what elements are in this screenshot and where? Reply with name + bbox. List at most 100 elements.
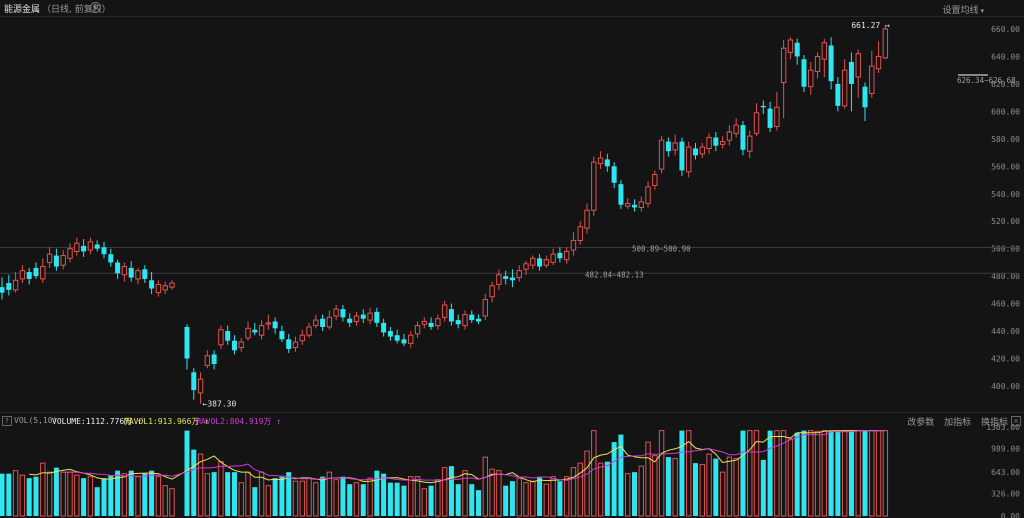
volume-bar-down bbox=[767, 430, 773, 516]
price-axis-label: 600.00 bbox=[991, 107, 1020, 116]
volume-bar-up bbox=[550, 476, 556, 517]
candle-up bbox=[577, 226, 583, 241]
volume-bar-up bbox=[543, 483, 550, 517]
volume-bar-down bbox=[252, 487, 258, 516]
candle-down bbox=[286, 339, 292, 349]
volume-bar-down bbox=[503, 485, 509, 516]
candle-down bbox=[693, 148, 698, 156]
candle-up bbox=[238, 341, 244, 349]
candle-up bbox=[875, 55, 882, 70]
volume-bar-down bbox=[604, 461, 610, 516]
candle-down bbox=[149, 280, 155, 289]
volume-bar-down bbox=[115, 470, 121, 516]
volume-bar-down bbox=[225, 472, 231, 516]
volume-bar-down bbox=[360, 484, 366, 516]
candle-down bbox=[53, 255, 59, 267]
volume-bar-up bbox=[875, 430, 882, 517]
candle-down bbox=[252, 329, 258, 333]
candle-up bbox=[563, 250, 570, 261]
volume-bar-up bbox=[658, 430, 665, 517]
candle-up bbox=[12, 279, 19, 291]
candle-up bbox=[121, 266, 128, 276]
candle-up bbox=[821, 42, 828, 60]
volume-bar-up bbox=[774, 430, 780, 517]
candle-up bbox=[638, 201, 644, 208]
candle-down bbox=[794, 42, 800, 57]
low-price-label: ←387.30 bbox=[203, 399, 237, 408]
volume-bar-down bbox=[320, 476, 326, 516]
help-icon[interactable]: ? bbox=[2, 416, 12, 426]
indicator-tools: 改参数 加指标 换指标 bbox=[900, 415, 1008, 428]
candle-up bbox=[645, 186, 651, 204]
ma-setting-dropdown[interactable]: 设置均线 ▾ bbox=[942, 3, 984, 16]
candle-up bbox=[584, 209, 590, 229]
volume-bar-up bbox=[719, 471, 726, 517]
mavol1-value: MAVOL1:913.966万 ↑ bbox=[124, 417, 210, 426]
volume-bar-up bbox=[747, 430, 753, 517]
volume-bar-down bbox=[693, 463, 698, 516]
volume-axis-label: 326.00 bbox=[991, 490, 1020, 499]
high-price-label: 661.27 → bbox=[851, 21, 890, 30]
volume-axis-label: 1303.00 bbox=[986, 423, 1020, 432]
volume-bar-up bbox=[421, 488, 428, 517]
volume-bar-up bbox=[882, 430, 889, 517]
volume-bar-up bbox=[563, 476, 570, 517]
candle-up bbox=[523, 263, 529, 270]
volume-bar-up bbox=[496, 470, 502, 517]
volume-bar-down bbox=[476, 490, 482, 516]
volume-bar-up bbox=[753, 430, 760, 517]
candle-up bbox=[625, 202, 631, 207]
volume-bar-down bbox=[387, 482, 393, 516]
edit-params-button[interactable]: 改参数 bbox=[907, 418, 935, 428]
candle-up bbox=[787, 39, 794, 53]
candle-down bbox=[469, 314, 475, 321]
volume-bar-up bbox=[197, 453, 204, 517]
volume-bar-up bbox=[489, 468, 495, 517]
volume-bar-down bbox=[713, 458, 719, 516]
volume-bar-down bbox=[279, 476, 285, 516]
switch-indicator-button[interactable]: 换指标 bbox=[980, 418, 1008, 428]
candle-up bbox=[570, 239, 577, 251]
volume-bar-up bbox=[258, 471, 265, 517]
volume-bar-down bbox=[428, 485, 434, 516]
candle-down bbox=[760, 105, 766, 108]
price-axis-label: 540.00 bbox=[991, 190, 1020, 199]
candle-up bbox=[543, 259, 550, 266]
volume-bar-up bbox=[87, 476, 94, 517]
candle-down bbox=[835, 83, 841, 106]
volume-bar-down bbox=[557, 481, 563, 516]
candle-up bbox=[265, 322, 272, 325]
volume-bar-down bbox=[469, 484, 475, 516]
candle-down bbox=[360, 314, 366, 319]
volume-bar-up bbox=[40, 462, 46, 517]
candle-up bbox=[658, 139, 665, 170]
candle-down bbox=[862, 86, 868, 108]
volume-bar-down bbox=[401, 485, 407, 516]
settings-icon[interactable]: ⚙ bbox=[90, 2, 101, 13]
volume-bar-up bbox=[46, 471, 53, 517]
candle-down bbox=[81, 245, 87, 252]
volume-bar-up bbox=[60, 471, 66, 517]
candle-up bbox=[672, 142, 678, 151]
candle-up bbox=[258, 325, 265, 336]
candle-down bbox=[320, 318, 326, 327]
volume-bar-up bbox=[435, 479, 441, 517]
volume-bar-up bbox=[814, 430, 821, 517]
volume-bar-up bbox=[577, 462, 583, 517]
candle-up bbox=[218, 329, 224, 346]
candle-down bbox=[828, 45, 834, 82]
volume-bar-down bbox=[286, 472, 292, 516]
volume-bar-down bbox=[340, 476, 346, 516]
candle-up bbox=[197, 378, 204, 394]
volume-bar-up bbox=[169, 488, 175, 517]
candle-down bbox=[394, 335, 400, 341]
candle-up bbox=[841, 69, 848, 107]
add-indicator-button[interactable]: 加指标 bbox=[944, 418, 972, 428]
volume-bar-down bbox=[6, 473, 12, 516]
candle-down bbox=[6, 283, 12, 290]
close-icon[interactable]: × bbox=[1011, 416, 1021, 426]
candle-up bbox=[814, 55, 821, 73]
candle-down bbox=[347, 318, 353, 323]
vol-label: VOL(5,10) bbox=[14, 416, 58, 425]
